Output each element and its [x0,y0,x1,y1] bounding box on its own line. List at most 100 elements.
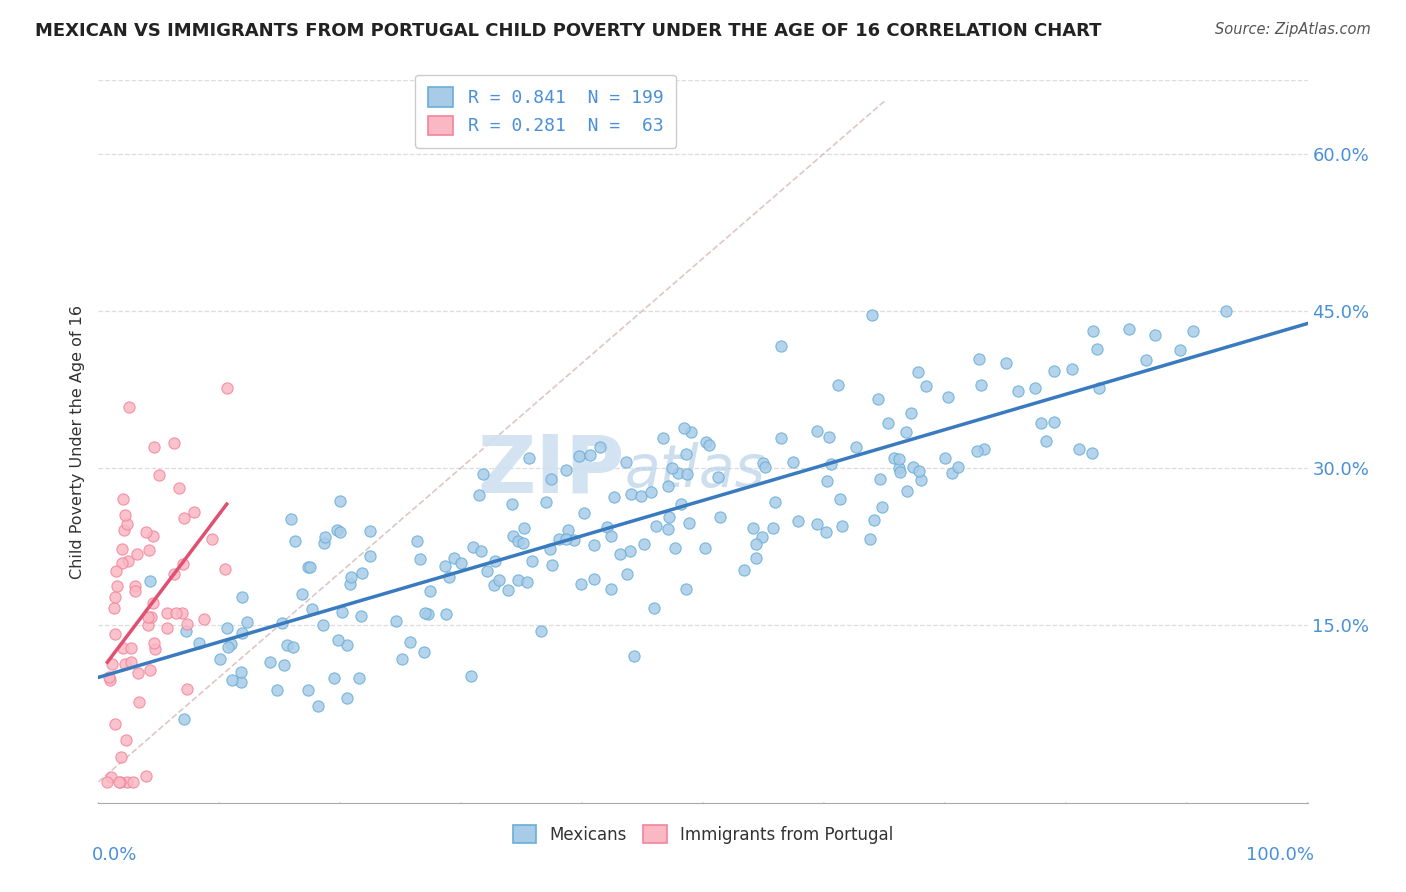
Point [679,425,702,439]
Point [142,636,165,650]
Point [434,607,457,622]
Text: Source: ZipAtlas.com: Source: ZipAtlas.com [1215,22,1371,37]
Point [415,606,437,620]
Point [744,551,766,566]
Point [673,421,696,435]
Text: ZIP: ZIP [477,432,624,509]
Point [675,467,697,482]
Point [751,530,773,544]
Point [167,481,190,495]
Point [326,632,349,647]
Point [406,533,429,548]
Point [742,520,765,534]
Point [215,621,238,635]
Point [786,515,808,529]
Point [450,556,472,570]
Point [114,508,136,522]
Point [359,524,381,539]
Point [896,484,918,499]
Point [501,497,523,511]
Point [596,520,619,534]
Point [541,558,564,572]
Point [900,407,922,421]
Point [530,624,553,639]
Point [658,510,681,524]
Legend: Mexicans, Immigrants from Portugal: Mexicans, Immigrants from Portugal [505,817,901,852]
Point [115,775,138,789]
Point [385,615,408,629]
Point [661,460,683,475]
Point [1024,381,1046,395]
Point [934,451,956,466]
Point [291,586,314,600]
Point [419,583,441,598]
Point [413,645,436,659]
Point [336,691,359,706]
Point [883,450,905,465]
Point [416,607,439,621]
Point [139,574,162,588]
Point [193,612,215,626]
Point [236,615,259,629]
Point [859,532,882,546]
Point [219,636,242,650]
Point [1085,342,1108,356]
Point [969,378,991,392]
Point [657,479,679,493]
Point [104,590,127,604]
Point [814,524,837,539]
Point [512,521,534,535]
Point [763,495,786,509]
Point [173,712,195,726]
Point [709,510,731,524]
Point [1168,343,1191,357]
Point [103,601,125,615]
Point [860,309,883,323]
Point [434,558,457,573]
Point [443,550,465,565]
Point [307,698,329,713]
Point [104,627,127,641]
Point [284,533,307,548]
Point [540,472,562,486]
Point [664,541,686,556]
Point [139,610,162,624]
Point [907,464,929,478]
Point [273,657,295,672]
Point [183,505,205,519]
Point [276,638,298,652]
Point [966,444,988,458]
Point [754,459,776,474]
Point [820,457,842,471]
Point [104,564,127,578]
Point [1081,324,1104,338]
Point [828,492,851,507]
Point [907,365,929,379]
Point [831,519,853,533]
Point [1144,328,1167,343]
Point [1118,322,1140,336]
Point [98,673,121,687]
Point [136,610,159,624]
Point [863,513,886,527]
Point [914,379,936,393]
Point [312,617,335,632]
Point [806,517,828,532]
Point [827,378,849,392]
Point [652,431,675,445]
Point [142,529,165,543]
Point [221,673,243,688]
Point [707,470,730,484]
Point [136,618,159,632]
Point [176,624,198,639]
Point [941,467,963,481]
Point [120,641,142,656]
Point [889,461,911,475]
Point [633,537,655,551]
Point [326,523,349,537]
Point [110,749,132,764]
Point [142,596,165,610]
Point [818,430,841,444]
Point [697,438,720,452]
Y-axis label: Child Poverty Under the Age of 16: Child Poverty Under the Age of 16 [70,304,86,579]
